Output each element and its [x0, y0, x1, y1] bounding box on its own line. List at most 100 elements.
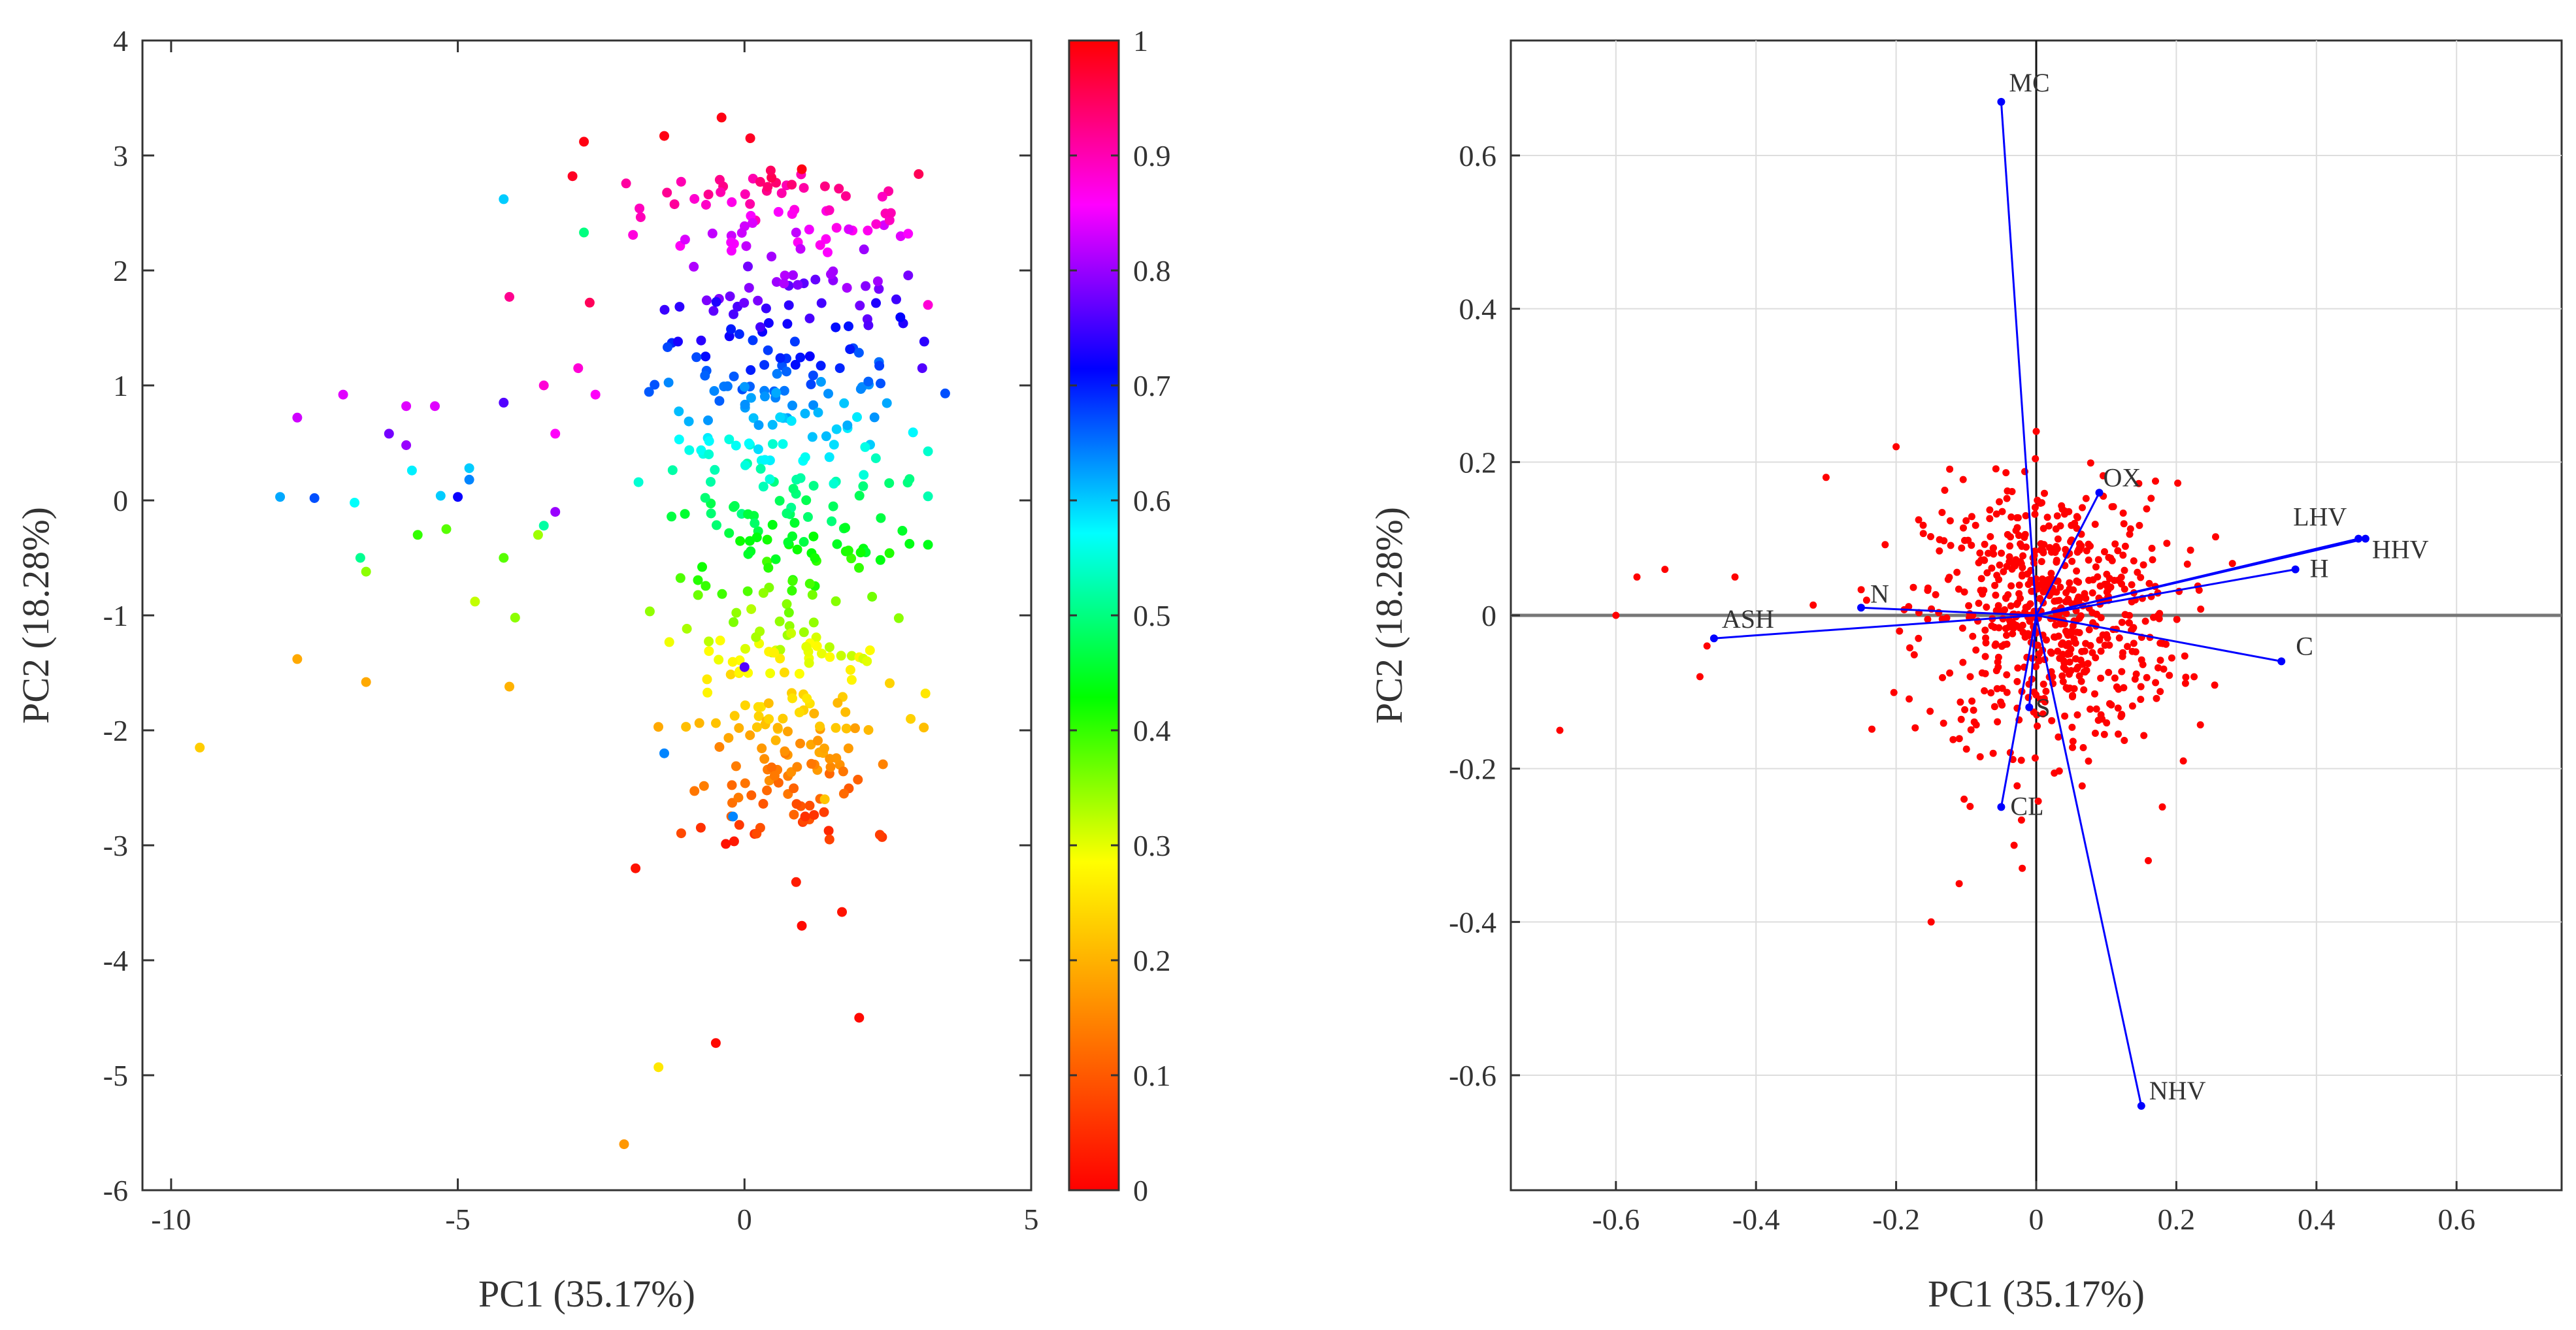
biplot-point	[2118, 619, 2126, 626]
colorbar-ticks: 0 0.1 0.2 0.3 0.4 0.5 0.6 0.7 0.8 0.9 1	[1069, 24, 1171, 1207]
biplot-point	[1946, 517, 1954, 525]
score-point	[510, 613, 520, 623]
score-point	[631, 863, 641, 873]
loading-label: HHV	[2372, 535, 2429, 564]
score-point	[441, 524, 452, 534]
score-point	[800, 811, 810, 822]
y-tick-label: -1	[103, 599, 128, 632]
score-point	[816, 361, 826, 371]
biplot-point	[2109, 503, 2117, 511]
score-point	[703, 415, 713, 425]
biplot-point	[1940, 719, 1947, 727]
colorbar-tick-label: 0.6	[1133, 484, 1171, 517]
biplot-point	[2034, 798, 2042, 805]
score-point	[804, 351, 815, 361]
loading-vector	[2036, 538, 2366, 617]
biplot-point	[2060, 657, 2068, 664]
score-point	[675, 573, 685, 583]
biplot-point	[2158, 803, 2166, 811]
score-point	[689, 261, 699, 272]
biplot-point	[1915, 634, 1923, 642]
biplot-point	[2126, 530, 2134, 538]
score-point	[791, 877, 801, 887]
biplot-point	[2096, 582, 2104, 590]
biplot-point	[2129, 625, 2137, 633]
biplot-point	[1957, 698, 1964, 706]
score-point	[874, 361, 885, 371]
y-tick-label: 2	[113, 254, 128, 287]
biplot-point	[1868, 725, 1875, 733]
score-point	[895, 231, 906, 242]
biplot-point	[2087, 641, 2094, 649]
score-point	[904, 474, 915, 484]
biplot-point	[2013, 677, 2021, 685]
colorbar-tick-label: 0.8	[1133, 254, 1171, 287]
biplot-point	[2075, 629, 2083, 636]
score-point	[782, 366, 792, 377]
score-point	[659, 304, 670, 315]
score-point	[819, 794, 830, 805]
biplot-point	[1966, 803, 1974, 810]
score-point	[681, 722, 691, 732]
score-point	[800, 452, 810, 462]
loading-vector-tip	[2025, 703, 2034, 711]
biplot-point	[2075, 593, 2083, 601]
score-point	[734, 820, 744, 830]
score-point	[799, 537, 809, 547]
score-point	[292, 412, 303, 423]
loading-vector	[1860, 606, 2037, 617]
score-point	[919, 722, 929, 733]
biplot-point	[2120, 520, 2128, 528]
biplot-point	[2024, 632, 2032, 640]
score-point	[853, 348, 864, 358]
biplot-point	[2114, 547, 2122, 555]
biplot-point	[1972, 646, 1980, 654]
score-point	[758, 481, 768, 492]
biplot-point	[1661, 566, 1669, 574]
score-point	[755, 176, 765, 187]
biplot-point	[2039, 588, 2047, 596]
biplot-point	[2132, 648, 2139, 656]
score-point	[755, 322, 765, 332]
biplot-point	[2092, 705, 2100, 713]
score-point	[829, 478, 839, 489]
score-point	[783, 537, 793, 547]
score-point	[740, 460, 750, 470]
score-point	[453, 492, 463, 502]
score-point	[825, 652, 835, 662]
score-point	[763, 318, 774, 328]
biplot-point	[2003, 671, 2011, 679]
biplot-point	[2015, 532, 2023, 540]
biplot-point	[2078, 782, 2086, 790]
score-point	[769, 647, 780, 658]
biplot-point	[2128, 702, 2136, 710]
biplot-point	[2003, 689, 2011, 696]
biplot-point	[1996, 498, 2003, 506]
y-tick-label: 3	[113, 139, 128, 172]
biplot-point	[2105, 668, 2113, 676]
score-point	[787, 400, 797, 411]
colorbar-tick-label: 1	[1133, 24, 1148, 57]
biplot-point	[2017, 816, 2025, 824]
y-tick-label: -0.2	[1449, 753, 1496, 786]
score-point	[765, 668, 776, 679]
score-point	[723, 733, 734, 743]
biplot-point	[2041, 577, 2049, 585]
score-point	[841, 723, 851, 734]
colorbar-tick-label: 0.2	[1133, 944, 1171, 977]
biplot-point	[2013, 600, 2021, 608]
score-point	[727, 780, 737, 790]
biplot-point	[1955, 880, 1963, 888]
biplot-point	[2118, 668, 2126, 675]
biplot-point	[1991, 581, 1999, 589]
biplot-point	[1985, 549, 1992, 557]
score-point	[834, 184, 844, 194]
score-point	[663, 342, 672, 352]
score-point	[727, 197, 737, 207]
biplot-point	[2079, 504, 2086, 511]
score-point	[706, 477, 716, 487]
biplot-point	[2041, 489, 2048, 497]
biplot-point	[1959, 476, 1967, 483]
score-point	[776, 188, 787, 199]
score-point	[628, 230, 638, 240]
